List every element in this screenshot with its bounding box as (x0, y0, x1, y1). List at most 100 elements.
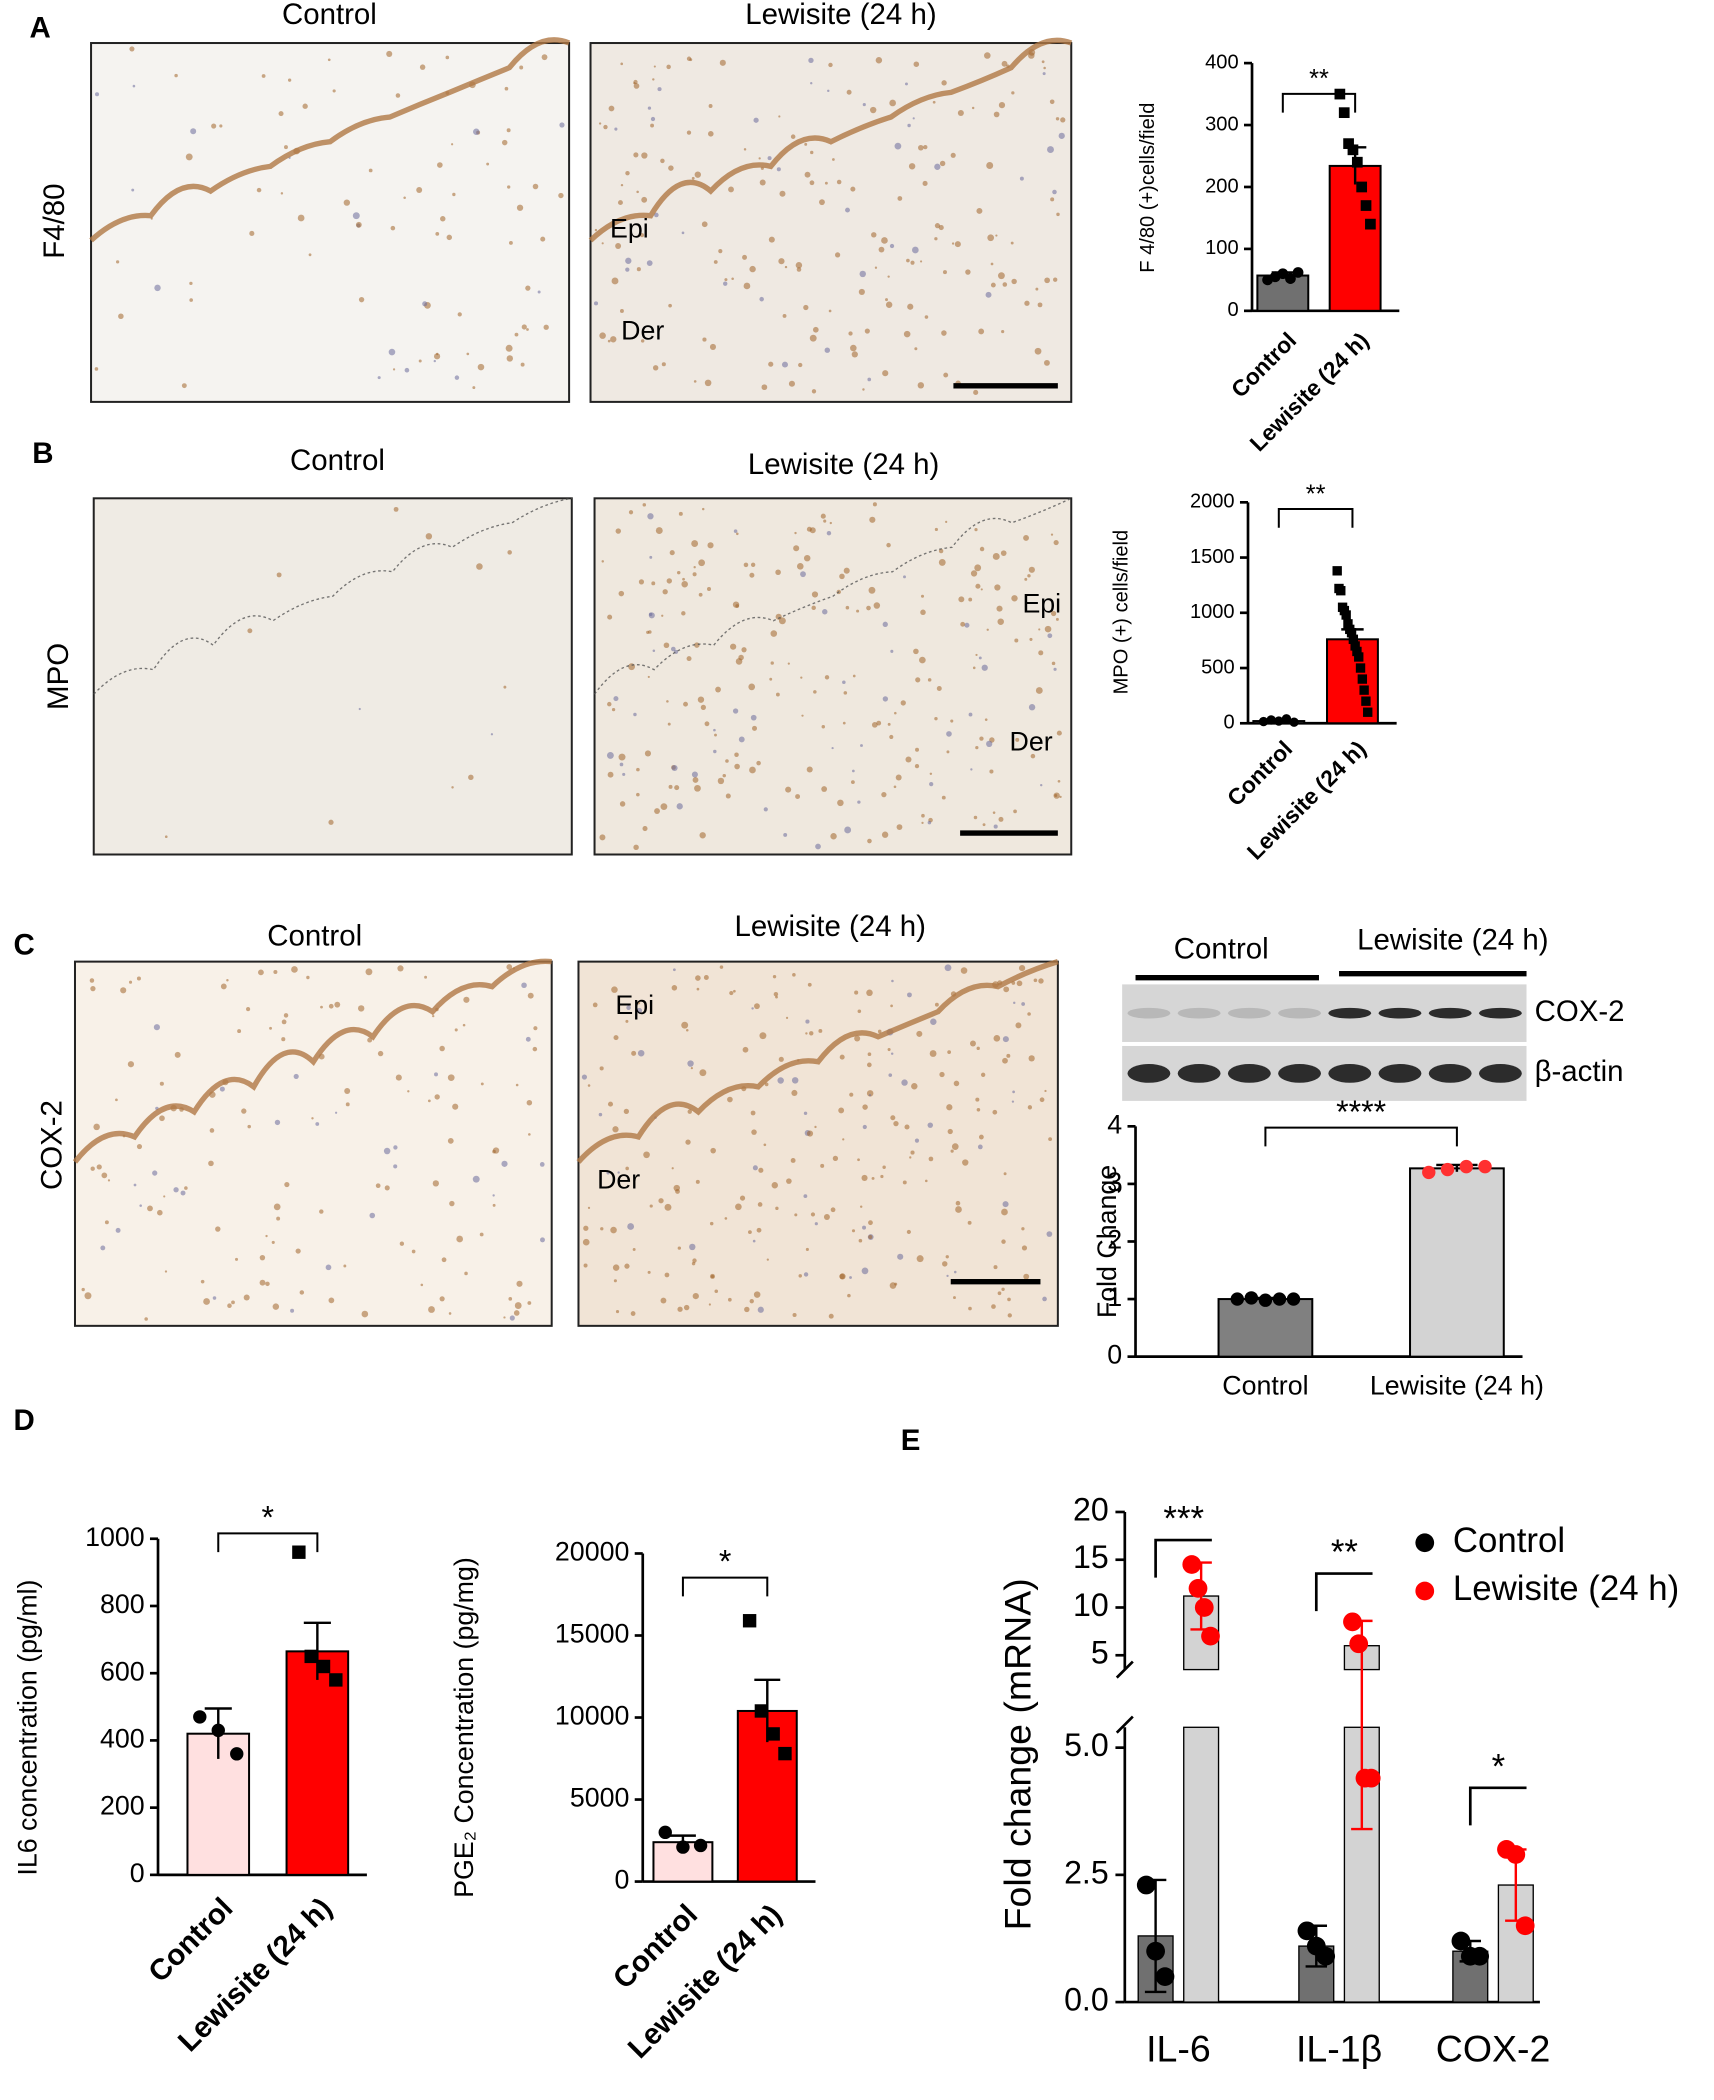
stain-speck (885, 298, 888, 302)
stain-speck (912, 117, 915, 120)
blot-band (1278, 1064, 1321, 1083)
stain-speck (1033, 978, 1038, 983)
stain-speck (818, 1029, 823, 1033)
stain-speck (970, 1040, 976, 1047)
stain-speck (237, 1029, 242, 1034)
stain-speck (1003, 986, 1010, 993)
stain-speck (625, 1019, 629, 1023)
data-point (1451, 1931, 1471, 1951)
stain-speck (219, 124, 223, 128)
y-tick-label: 400 (100, 1723, 145, 1753)
stain-speck (850, 344, 857, 352)
stain-speck (824, 347, 831, 353)
stain-speck (891, 979, 894, 983)
stain-speck (636, 792, 640, 797)
stain-speck (675, 1189, 680, 1194)
stain-speck (220, 983, 227, 990)
stain-speck (913, 648, 919, 655)
stain-speck (790, 1158, 796, 1163)
stain-speck (968, 597, 973, 602)
stain-speck (682, 577, 685, 581)
stain-speck (823, 1214, 830, 1221)
stain-speck (633, 712, 637, 717)
stain-speck (81, 1287, 85, 1292)
stain-speck (507, 550, 512, 555)
stain-speck (290, 1308, 295, 1313)
data-point (1146, 1941, 1165, 1961)
stain-speck (648, 612, 655, 619)
stain-speck (767, 156, 772, 161)
stain-speck (894, 142, 902, 150)
stain-speck (690, 1067, 693, 1070)
y-tick-label: 2000 (1190, 491, 1235, 513)
stain-speck (352, 212, 360, 220)
x-tick-label: Lewisite (24 h) (1370, 1371, 1544, 1401)
stain-speck (778, 258, 785, 265)
stain-speck (807, 982, 812, 987)
stain-speck (916, 1255, 924, 1263)
stain-speck (664, 1272, 670, 1278)
stain-speck (844, 826, 852, 834)
stain-speck (960, 621, 966, 627)
stain-speck (778, 617, 786, 625)
y-tick-label: 1500 (1190, 546, 1235, 568)
stain-speck (256, 187, 262, 193)
stain-speck (862, 388, 865, 391)
stain-speck (910, 260, 915, 265)
stain-speck (293, 1073, 299, 1079)
stain-speck (1003, 1172, 1007, 1176)
data-point (1350, 641, 1360, 651)
region-label: Der (621, 315, 664, 345)
stain-speck (750, 1110, 756, 1116)
stain-speck (939, 160, 946, 167)
stain-speck (744, 1306, 750, 1313)
stain-speck (666, 64, 671, 70)
stain-speck (951, 1143, 959, 1150)
data-point (1258, 1293, 1273, 1307)
data-point (676, 1840, 690, 1854)
stain-speck (618, 590, 625, 597)
significance-bracket (1154, 1538, 1212, 1578)
stain-speck (813, 690, 817, 694)
data-point (316, 1659, 331, 1674)
stain-speck (96, 1164, 102, 1170)
stain-speck (934, 527, 938, 532)
stain-speck (708, 131, 714, 137)
stain-speck (775, 569, 781, 576)
stain-speck (1038, 978, 1044, 984)
stain-speck (685, 1139, 691, 1145)
stain-speck (1027, 574, 1031, 578)
stain-speck (713, 260, 718, 264)
stain-speck (903, 575, 906, 579)
stain-speck (425, 533, 433, 540)
stain-speck (831, 746, 834, 750)
stain-speck (1050, 197, 1055, 202)
stain-speck (528, 1133, 531, 1136)
stain-speck (1043, 359, 1050, 366)
stain-speck (227, 1303, 232, 1308)
stain-speck (476, 563, 483, 570)
stain-speck (763, 807, 768, 812)
stain-speck (868, 586, 876, 594)
data-point (1188, 1579, 1208, 1598)
stain-speck (93, 1123, 100, 1131)
stain-speck (311, 1117, 314, 1120)
stain-speck (181, 383, 187, 389)
stain-speck (516, 204, 524, 211)
stain-speck (246, 1007, 251, 1012)
legend-marker (1415, 1533, 1435, 1553)
stain-speck (650, 116, 656, 122)
stain-speck (778, 1056, 784, 1062)
stain-speck (139, 1204, 142, 1207)
stain-speck (866, 989, 873, 997)
stain-label: MPO (42, 643, 75, 710)
stain-speck (259, 1254, 266, 1261)
stain-speck (1019, 176, 1024, 181)
blot-band (1378, 1064, 1422, 1083)
stain-speck (648, 630, 652, 634)
x-tick-label: Lewisite (24 h) (622, 1898, 789, 2065)
stain-speck (907, 123, 911, 128)
stain-speck (107, 1179, 111, 1182)
stain-speck (526, 328, 529, 331)
blot-band (1328, 1007, 1372, 1019)
